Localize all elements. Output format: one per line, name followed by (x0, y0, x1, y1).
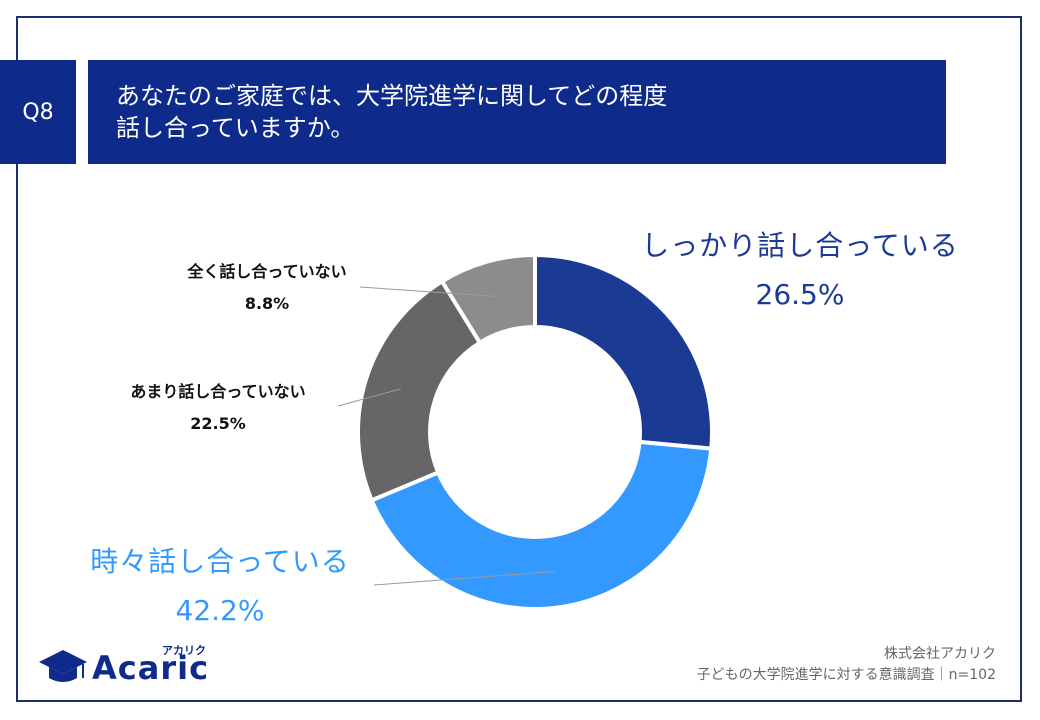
question-title-line1: あなたのご家庭では、大学院進学に関してどの程度 (116, 82, 668, 110)
label-amari-value: 22.5% (190, 414, 246, 433)
question-number: Q8 (0, 60, 76, 164)
slice-tokidoki (369, 439, 714, 611)
question-title-line2: 話し合っていますか。 (116, 114, 355, 142)
label-tokidoki-category: 時々話し合っている (90, 545, 350, 578)
source-note: 株式会社アカリク 子どもの大学院進学に対する意識調査｜n=102 (697, 644, 996, 686)
label-mattaku: 全く話し合っていない 8.8% (160, 258, 374, 313)
leader-line-tokidoki (373, 570, 557, 586)
label-tokidoki-value: 42.2% (175, 594, 265, 627)
question-title: あなたのご家庭では、大学院進学に関してどの程度 話し合っていますか。 (88, 60, 946, 164)
logo-kana: アカリク (162, 644, 206, 657)
label-shikkari-value: 26.5% (755, 278, 845, 311)
label-tokidoki: 時々話し合っている 42.2% (72, 540, 368, 627)
leader-line-amari (337, 388, 401, 407)
slice-mattaku (439, 252, 537, 346)
source-survey: 子どもの大学院進学に対する意識調査｜n=102 (696, 667, 996, 683)
graduation-cap-icon (39, 650, 87, 682)
slice-amari (356, 278, 483, 503)
label-amari-category: あまり話し合っていない (130, 382, 306, 401)
label-mattaku-category: 全く話し合っていない (187, 262, 347, 281)
slide-frame (16, 16, 1022, 702)
acaric-logo: Acaric アカリク (38, 644, 210, 688)
slice-shikkari (533, 252, 714, 451)
label-mattaku-value: 8.8% (244, 294, 290, 313)
label-shikkari-category: しっかり話し合っている (641, 229, 959, 262)
leader-line-mattaku (359, 286, 497, 297)
label-amari: あまり話し合っていない 22.5% (108, 378, 328, 433)
logo-wordmark: Acaric (92, 649, 210, 687)
label-shikkari: しっかり話し合っている 26.5% (622, 224, 978, 311)
source-company: 株式会社アカリク (884, 646, 996, 662)
